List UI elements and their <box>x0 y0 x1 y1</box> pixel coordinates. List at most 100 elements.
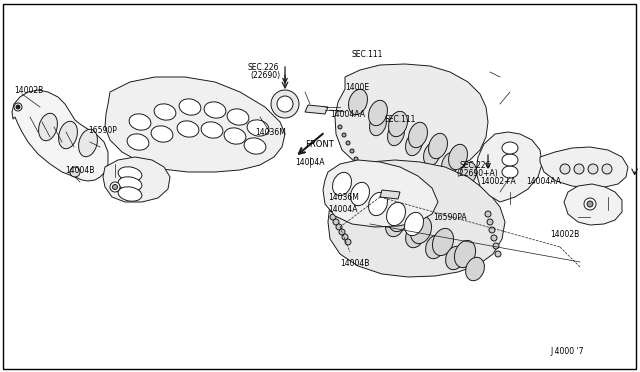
Ellipse shape <box>365 202 385 226</box>
Ellipse shape <box>388 204 410 232</box>
Ellipse shape <box>369 100 387 126</box>
Ellipse shape <box>177 121 199 137</box>
Ellipse shape <box>118 177 142 191</box>
Ellipse shape <box>465 257 484 281</box>
Polygon shape <box>323 160 438 227</box>
Text: 16590P: 16590P <box>88 125 117 135</box>
Ellipse shape <box>351 182 369 206</box>
Ellipse shape <box>118 167 142 181</box>
Polygon shape <box>305 105 328 114</box>
Ellipse shape <box>151 126 173 142</box>
Ellipse shape <box>154 104 176 120</box>
Ellipse shape <box>449 144 467 170</box>
Text: 14002B: 14002B <box>550 230 579 238</box>
Polygon shape <box>564 184 622 225</box>
Circle shape <box>16 105 20 109</box>
Ellipse shape <box>79 129 97 157</box>
Polygon shape <box>328 160 505 277</box>
Polygon shape <box>103 157 170 202</box>
Text: FRONT: FRONT <box>305 140 333 148</box>
Circle shape <box>336 224 342 230</box>
Circle shape <box>70 167 80 177</box>
Circle shape <box>333 219 339 225</box>
Ellipse shape <box>460 162 476 186</box>
Ellipse shape <box>59 121 77 149</box>
Text: J 4000 '7: J 4000 '7 <box>550 347 584 356</box>
Circle shape <box>110 182 120 192</box>
Text: 14004AA: 14004AA <box>330 109 365 119</box>
Circle shape <box>330 214 336 220</box>
Ellipse shape <box>179 99 201 115</box>
Ellipse shape <box>344 180 365 208</box>
Text: 14036M: 14036M <box>328 192 359 202</box>
Polygon shape <box>12 90 108 181</box>
Ellipse shape <box>367 192 388 219</box>
Text: 14004B: 14004B <box>340 260 369 269</box>
Ellipse shape <box>502 142 518 154</box>
Circle shape <box>271 90 299 118</box>
Circle shape <box>277 96 293 112</box>
Polygon shape <box>380 190 400 199</box>
Ellipse shape <box>406 132 422 155</box>
Ellipse shape <box>429 133 447 159</box>
Circle shape <box>574 164 584 174</box>
Text: 14004AA: 14004AA <box>526 176 561 186</box>
Circle shape <box>584 198 596 210</box>
Ellipse shape <box>502 166 518 178</box>
Text: 14004A: 14004A <box>328 205 358 214</box>
Ellipse shape <box>442 152 458 176</box>
Circle shape <box>339 229 345 235</box>
Text: 16590PA: 16590PA <box>433 212 467 221</box>
Text: SEC.226: SEC.226 <box>248 62 280 71</box>
Ellipse shape <box>408 122 428 148</box>
Ellipse shape <box>502 154 518 166</box>
Polygon shape <box>335 64 488 174</box>
Ellipse shape <box>247 120 269 136</box>
Circle shape <box>587 201 593 207</box>
Circle shape <box>14 103 22 111</box>
Circle shape <box>342 133 346 137</box>
Text: 14002B: 14002B <box>14 86 44 94</box>
Text: SEC.226: SEC.226 <box>460 160 492 170</box>
Circle shape <box>350 149 354 153</box>
Ellipse shape <box>433 228 454 256</box>
Circle shape <box>602 164 612 174</box>
Ellipse shape <box>129 114 151 130</box>
Ellipse shape <box>406 224 424 248</box>
Circle shape <box>345 239 351 245</box>
Text: SEC.111: SEC.111 <box>352 49 383 58</box>
Ellipse shape <box>454 240 476 267</box>
Ellipse shape <box>445 246 465 270</box>
Circle shape <box>588 164 598 174</box>
Ellipse shape <box>410 217 431 244</box>
Circle shape <box>113 185 118 189</box>
Ellipse shape <box>369 112 387 136</box>
Ellipse shape <box>204 102 226 118</box>
Circle shape <box>489 227 495 233</box>
Ellipse shape <box>227 109 249 125</box>
Ellipse shape <box>426 235 444 259</box>
Text: 14004B: 14004B <box>65 166 94 174</box>
Circle shape <box>491 235 497 241</box>
Text: 1400E: 1400E <box>345 83 369 92</box>
Circle shape <box>487 219 493 225</box>
Circle shape <box>354 157 358 161</box>
Ellipse shape <box>424 142 440 166</box>
Ellipse shape <box>388 111 408 137</box>
Text: 14002+A: 14002+A <box>480 176 516 186</box>
Polygon shape <box>540 147 628 188</box>
Ellipse shape <box>349 89 367 115</box>
Ellipse shape <box>127 134 149 150</box>
Circle shape <box>485 211 491 217</box>
Ellipse shape <box>118 187 142 201</box>
Text: SEC.111: SEC.111 <box>385 115 417 124</box>
Ellipse shape <box>244 138 266 154</box>
Polygon shape <box>105 77 285 172</box>
Ellipse shape <box>38 113 58 141</box>
Ellipse shape <box>404 212 424 235</box>
Ellipse shape <box>388 122 404 146</box>
Text: 14004A: 14004A <box>295 157 324 167</box>
Text: 14036M: 14036M <box>255 128 286 137</box>
Ellipse shape <box>224 128 246 144</box>
Circle shape <box>560 164 570 174</box>
